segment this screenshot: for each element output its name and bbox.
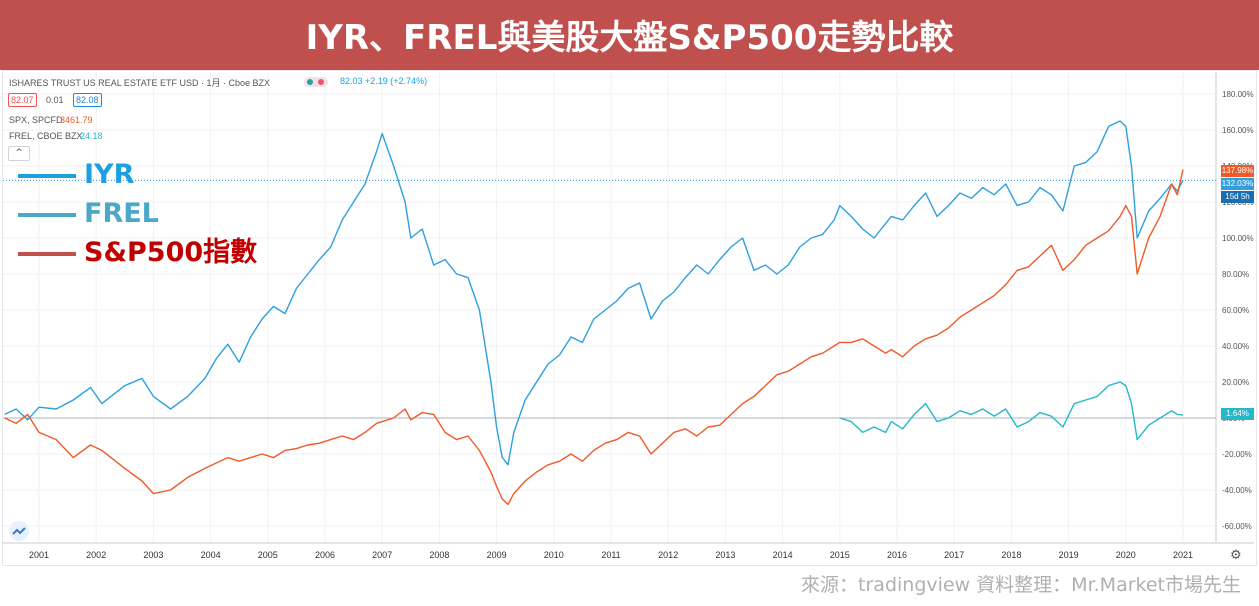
frel-label[interactable]: FREL, CBOE BZX	[9, 131, 83, 141]
x-tick-label: 2010	[544, 550, 564, 560]
legend-swatch-iyr	[18, 174, 76, 178]
spread-value: 0.01	[46, 95, 64, 105]
x-tick-label: 2018	[1001, 550, 1021, 560]
tradingview-logo-icon[interactable]	[9, 521, 29, 541]
x-tick-label: 2012	[658, 550, 678, 560]
y-tick-label: 80.00%	[1222, 270, 1249, 279]
y-tick-label: 40.00%	[1222, 342, 1249, 351]
x-tick-label: 2015	[830, 550, 850, 560]
chart-panel[interactable]	[2, 70, 1257, 566]
x-tick-label: 2005	[258, 550, 278, 560]
x-tick-label: 2009	[487, 550, 507, 560]
x-tick-label: 2020	[1116, 550, 1136, 560]
x-tick-label: 2013	[715, 550, 735, 560]
x-tick-label: 2011	[601, 550, 620, 560]
frel-value: 24.18	[80, 131, 103, 141]
x-tick-label: 2006	[315, 550, 335, 560]
legend-label-frel: FREL	[84, 198, 159, 229]
source-footer: 來源：tradingview 資料整理：Mr.Market市場先生	[801, 574, 1241, 596]
series-line-frel	[839, 381, 1184, 441]
legend-label-spx: S&P500指數	[84, 237, 258, 268]
spx-label[interactable]: SPX, SPCFD	[9, 115, 63, 125]
x-tick-label: 2002	[86, 550, 106, 560]
symbol-header[interactable]: ISHARES TRUST US REAL ESTATE ETF USD · 1…	[9, 78, 271, 88]
x-tick-label: 2017	[944, 550, 964, 560]
status-indicator-icon[interactable]	[304, 77, 328, 87]
y-tick-label: -20.00%	[1222, 450, 1252, 459]
x-tick-label: 2016	[887, 550, 907, 560]
series-line-spx	[4, 169, 1184, 506]
y-tick-label: 60.00%	[1222, 306, 1249, 315]
bid-box[interactable]: 82.07	[8, 93, 37, 107]
legend-swatch-spx	[18, 252, 76, 256]
chart-title: IYR、FREL與美股大盤S&P500走勢比較	[305, 18, 954, 58]
y-tick-label: 160.00%	[1222, 126, 1254, 135]
x-tick-label: 2001	[29, 550, 49, 560]
spx-value: 3461.79	[60, 115, 93, 125]
x-tick-label: 2019	[1059, 550, 1079, 560]
legend-swatch-frel	[18, 213, 76, 217]
y-tick-label: 100.00%	[1222, 234, 1254, 243]
y-tick-label: 180.00%	[1222, 90, 1254, 99]
x-tick-label: 2014	[773, 550, 793, 560]
collapse-chevron-icon[interactable]: ^	[8, 146, 30, 161]
x-tick-label: 2008	[429, 550, 449, 560]
series-line-iyr	[4, 120, 1184, 466]
price-tag-iyr: 132.03%	[1221, 178, 1254, 190]
x-tick-label: 2021	[1173, 550, 1193, 560]
ask-box[interactable]: 82.08	[73, 93, 102, 107]
price-tag-frel: 1.64%	[1221, 408, 1254, 420]
y-tick-label: -60.00%	[1222, 522, 1252, 531]
x-tick-label: 2007	[372, 550, 392, 560]
title-banner: IYR、FREL與美股大盤S&P500走勢比較	[0, 0, 1259, 70]
legend-label-iyr: IYR	[84, 159, 135, 190]
x-tick-label: 2004	[201, 550, 221, 560]
y-tick-label: -40.00%	[1222, 486, 1252, 495]
x-tick-label: 2003	[143, 550, 163, 560]
price-tag-spx: 137.98%	[1221, 165, 1254, 177]
main-quote: 82.03 +2.19 (+2.74%)	[340, 76, 428, 86]
price-tag-countdown: 15d 5h	[1221, 191, 1254, 203]
settings-gear-icon[interactable]: ⚙	[1230, 548, 1242, 563]
y-tick-label: 20.00%	[1222, 378, 1249, 387]
